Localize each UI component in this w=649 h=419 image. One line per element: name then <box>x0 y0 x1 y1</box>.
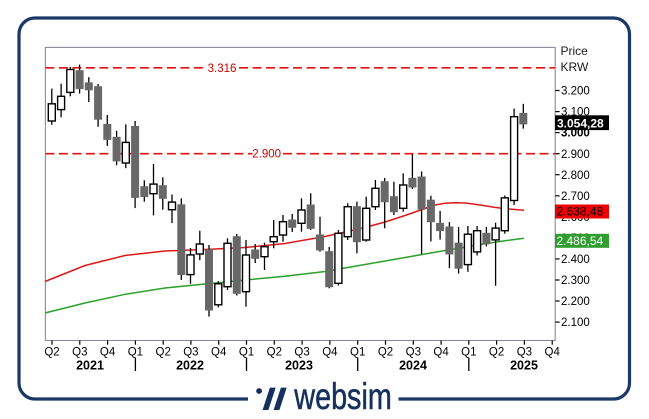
svg-text:2023: 2023 <box>285 359 313 373</box>
svg-text:Q4: Q4 <box>100 347 116 359</box>
svg-text:Q3: Q3 <box>517 347 532 359</box>
svg-text:3.200: 3.200 <box>561 86 590 98</box>
svg-text:Q2: Q2 <box>44 347 59 359</box>
svg-text:2.900: 2.900 <box>561 149 590 161</box>
svg-text:2.638,48: 2.638,48 <box>557 205 604 219</box>
svg-text:Q4: Q4 <box>433 347 449 359</box>
svg-text:Q1: Q1 <box>350 347 365 359</box>
svg-text:Q2: Q2 <box>267 347 282 359</box>
svg-text:2025: 2025 <box>510 359 538 373</box>
svg-text:2.900: 2.900 <box>252 149 281 161</box>
svg-text:2.200: 2.200 <box>561 296 590 308</box>
svg-text:3.000: 3.000 <box>561 128 590 140</box>
svg-text:2.300: 2.300 <box>561 275 590 287</box>
svg-text:Q4: Q4 <box>322 347 338 359</box>
svg-text:Q1: Q1 <box>461 347 476 359</box>
svg-text:Q1: Q1 <box>128 347 143 359</box>
svg-text:Q1: Q1 <box>239 347 254 359</box>
svg-text:2024: 2024 <box>399 359 427 373</box>
svg-text:2.700: 2.700 <box>561 191 590 203</box>
svg-text:2.400: 2.400 <box>561 254 590 266</box>
svg-text:websim: websim <box>294 376 392 417</box>
svg-text:Q3: Q3 <box>72 347 87 359</box>
svg-text:Q3: Q3 <box>406 347 421 359</box>
svg-text:2022: 2022 <box>176 359 204 373</box>
svg-text:Q2: Q2 <box>156 347 171 359</box>
svg-text:3.316: 3.316 <box>208 63 237 75</box>
svg-text:2.800: 2.800 <box>561 170 590 182</box>
svg-text:Q4: Q4 <box>545 347 561 359</box>
svg-text:Q4: Q4 <box>211 347 227 359</box>
svg-text:KRW: KRW <box>561 60 589 74</box>
svg-text:Q2: Q2 <box>378 347 393 359</box>
svg-text:Q2: Q2 <box>489 347 504 359</box>
svg-text:Q3: Q3 <box>183 347 198 359</box>
svg-text:2.486,54: 2.486,54 <box>557 234 604 248</box>
svg-text:Q3: Q3 <box>294 347 309 359</box>
svg-text:2.100: 2.100 <box>561 317 590 329</box>
svg-text:3.054,28: 3.054,28 <box>557 117 604 131</box>
svg-text:2021: 2021 <box>76 359 104 373</box>
svg-text:Price: Price <box>561 44 589 58</box>
